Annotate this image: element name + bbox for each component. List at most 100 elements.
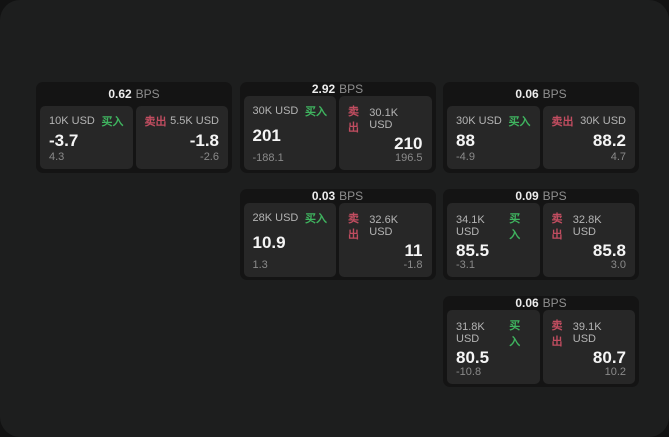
buy-side-label: 买入 — [509, 320, 521, 348]
buy-price: 88 — [456, 130, 475, 150]
buy-price: 80.5 — [456, 348, 490, 367]
quote-card: 0.62 BPS 10K USD 买入 -3.7 4.3 卖出 5.5K USD… — [36, 82, 232, 173]
buy-amount: 34.1K USD — [456, 214, 485, 238]
sell-delta: -1.8 — [403, 259, 423, 271]
bps-unit: BPS — [339, 82, 364, 96]
buy-panel[interactable]: 31.8K USD 买入 80.5 -10.8 — [447, 310, 540, 384]
buy-amount: 31.8K USD — [456, 321, 485, 345]
sell-price: 88.2 — [592, 130, 626, 150]
sell-panel-top: 卖出 5.5K USD — [145, 113, 220, 129]
card-header: 2.92 BPS — [240, 82, 436, 96]
buy-panel[interactable]: 10K USD 买入 -3.7 4.3 — [40, 106, 133, 169]
card-header: 0.62 BPS — [36, 82, 232, 106]
buy-price: 201 — [252, 126, 281, 145]
buy-panel[interactable]: 28K USD 买入 10.9 1.3 — [243, 203, 336, 277]
sell-price: -1.8 — [189, 130, 219, 150]
sell-delta: 196.5 — [394, 152, 423, 164]
buy-price: 10.9 — [252, 233, 286, 252]
quote-panels: 28K USD 买入 10.9 1.3 卖出 32.6K USD 11 -1.8 — [240, 203, 436, 281]
sell-panel-top: 卖出 30.1K USD — [348, 103, 423, 135]
card-header: 0.03 BPS — [240, 189, 436, 203]
sell-side-label: 卖出 — [551, 116, 574, 128]
buy-panel-top: 10K USD 买入 — [49, 113, 124, 129]
sell-panel[interactable]: 卖出 39.1K USD 80.7 10.2 — [542, 310, 635, 384]
sell-panel-top: 卖出 39.1K USD — [552, 317, 627, 349]
buy-side-label: 买入 — [305, 213, 327, 225]
sell-panel[interactable]: 卖出 5.5K USD -1.8 -2.6 — [135, 106, 228, 169]
card-header: 0.06 BPS — [443, 296, 639, 310]
buy-panel-top: 31.8K USD 买入 — [456, 317, 531, 349]
bps-value: 0.06 — [515, 296, 539, 310]
buy-side-label: 买入 — [305, 106, 327, 118]
buy-side-label: 买入 — [508, 116, 531, 128]
buy-amount: 30K USD — [252, 105, 299, 117]
sell-side-label: 卖出 — [348, 213, 359, 241]
buy-delta: -10.8 — [456, 366, 482, 378]
sell-amount: 30.1K USD — [369, 107, 399, 131]
sell-amount: 30K USD — [580, 115, 626, 127]
buy-side-label: 买入 — [509, 213, 521, 241]
bps-value: 0.06 — [515, 87, 539, 101]
quote-panels: 34.1K USD 买入 85.5 -3.1 卖出 32.8K USD 85.8… — [443, 203, 639, 281]
sell-amount: 32.6K USD — [369, 214, 399, 238]
buy-panel-top: 34.1K USD 买入 — [456, 210, 531, 242]
buy-delta: 4.3 — [49, 151, 65, 163]
buy-panel[interactable]: 30K USD 买入 201 -188.1 — [243, 96, 336, 170]
buy-panel-top: 28K USD 买入 — [253, 210, 328, 226]
buy-panel[interactable]: 30K USD 买入 88 -4.9 — [447, 106, 540, 169]
quote-panels: 31.8K USD 买入 80.5 -10.8 卖出 39.1K USD 80.… — [443, 310, 639, 388]
sell-panel[interactable]: 卖出 32.8K USD 85.8 3.0 — [542, 203, 635, 277]
quote-card: 0.09 BPS 34.1K USD 买入 85.5 -3.1 卖出 32.8K… — [443, 189, 639, 280]
sell-side-label: 卖出 — [551, 320, 563, 348]
sell-panel[interactable]: 卖出 30.1K USD 210 196.5 — [339, 96, 432, 170]
quote-card: 0.06 BPS 30K USD 买入 88 -4.9 卖出 30K USD 8… — [443, 82, 639, 173]
quote-panels: 10K USD 买入 -3.7 4.3 卖出 5.5K USD -1.8 -2.… — [36, 106, 232, 173]
sell-side-label: 卖出 — [551, 213, 563, 241]
buy-amount: 28K USD — [252, 212, 299, 224]
sell-panel-top: 卖出 32.8K USD — [552, 210, 627, 242]
bps-value: 0.62 — [108, 87, 132, 101]
buy-delta: -3.1 — [456, 259, 475, 271]
bps-value: 2.92 — [311, 82, 336, 96]
sell-price: 210 — [394, 134, 423, 153]
buy-delta: 1.3 — [252, 259, 268, 271]
card-header: 0.09 BPS — [443, 189, 639, 203]
buy-amount: 10K USD — [49, 115, 95, 127]
quote-card: 0.06 BPS 31.8K USD 买入 80.5 -10.8 卖出 39.1… — [443, 296, 639, 387]
bps-unit: BPS — [339, 189, 364, 203]
sell-amount: 39.1K USD — [572, 321, 602, 345]
buy-panel-top: 30K USD 买入 — [456, 113, 531, 129]
sell-delta: 4.7 — [610, 151, 626, 163]
buy-panel-top: 30K USD 买入 — [253, 103, 328, 119]
sell-side-label: 卖出 — [144, 116, 167, 128]
sell-delta: -2.6 — [200, 151, 219, 163]
bps-unit: BPS — [542, 189, 567, 203]
bps-value: 0.03 — [311, 189, 336, 203]
buy-side-label: 买入 — [101, 116, 124, 128]
sell-panel[interactable]: 卖出 30K USD 88.2 4.7 — [542, 106, 635, 169]
sell-amount: 5.5K USD — [170, 115, 219, 127]
quote-card: 2.92 BPS 30K USD 买入 201 -188.1 卖出 30.1K … — [239, 82, 436, 174]
bps-unit: BPS — [135, 87, 160, 101]
sell-price: 11 — [404, 241, 423, 260]
card-header: 0.06 BPS — [443, 82, 639, 106]
sell-delta: 10.2 — [604, 366, 626, 378]
sell-panel-top: 卖出 30K USD — [552, 113, 627, 129]
quote-panels: 30K USD 买入 201 -188.1 卖出 30.1K USD 210 1… — [240, 96, 436, 174]
buy-price: 85.5 — [456, 241, 490, 260]
buy-amount: 30K USD — [456, 115, 502, 127]
bps-unit: BPS — [542, 87, 567, 101]
quote-panels: 30K USD 买入 88 -4.9 卖出 30K USD 88.2 4.7 — [443, 106, 639, 173]
buy-price: -3.7 — [49, 130, 79, 150]
buy-delta: -188.1 — [252, 152, 284, 164]
sell-price: 85.8 — [592, 241, 626, 260]
buy-panel[interactable]: 34.1K USD 买入 85.5 -3.1 — [447, 203, 540, 277]
bps-value: 0.09 — [515, 189, 539, 203]
sell-panel-top: 卖出 32.6K USD — [348, 210, 423, 242]
sell-side-label: 卖出 — [348, 106, 359, 134]
bps-unit: BPS — [542, 296, 567, 310]
sell-panel[interactable]: 卖出 32.6K USD 11 -1.8 — [339, 203, 432, 277]
sell-amount: 32.8K USD — [572, 214, 602, 238]
